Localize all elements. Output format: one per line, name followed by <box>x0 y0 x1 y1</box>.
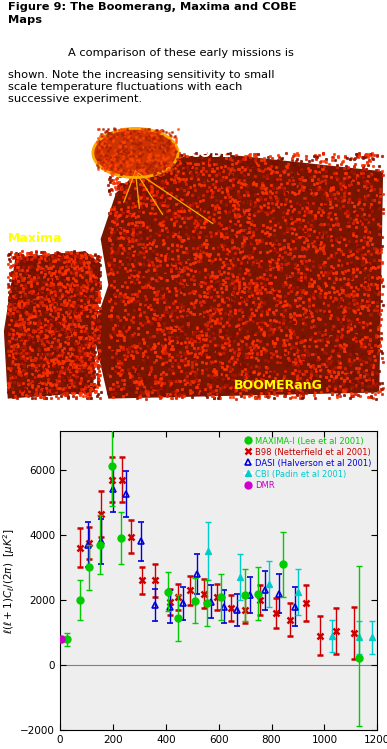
Text: BOOMERanG: BOOMERanG <box>234 380 323 392</box>
Text: shown. Note the increasing sensitivity to small
scale temperature fluctuations w: shown. Note the increasing sensitivity t… <box>8 70 274 104</box>
Text: Figure 9: The Boomerang, Maxima and COBE
Maps: Figure 9: The Boomerang, Maxima and COBE… <box>8 2 296 25</box>
Legend: MAXIMA-I (Lee et al 2001), B98 (Netterfield et al 2001), DASI (Halverson et al 2: MAXIMA-I (Lee et al 2001), B98 (Netterfi… <box>243 435 373 491</box>
Text: COBE: COBE <box>190 146 232 160</box>
Y-axis label: $\ell(\ell+1)C_\ell/(2\pi)$  [$\mu K^2$]: $\ell(\ell+1)C_\ell/(2\pi)$ [$\mu K^2$] <box>2 527 17 634</box>
Polygon shape <box>4 251 101 398</box>
Polygon shape <box>93 153 383 398</box>
Text: A comparison of these early missions is: A comparison of these early missions is <box>68 48 294 58</box>
Text: Maxima: Maxima <box>8 232 62 245</box>
Ellipse shape <box>93 128 178 178</box>
